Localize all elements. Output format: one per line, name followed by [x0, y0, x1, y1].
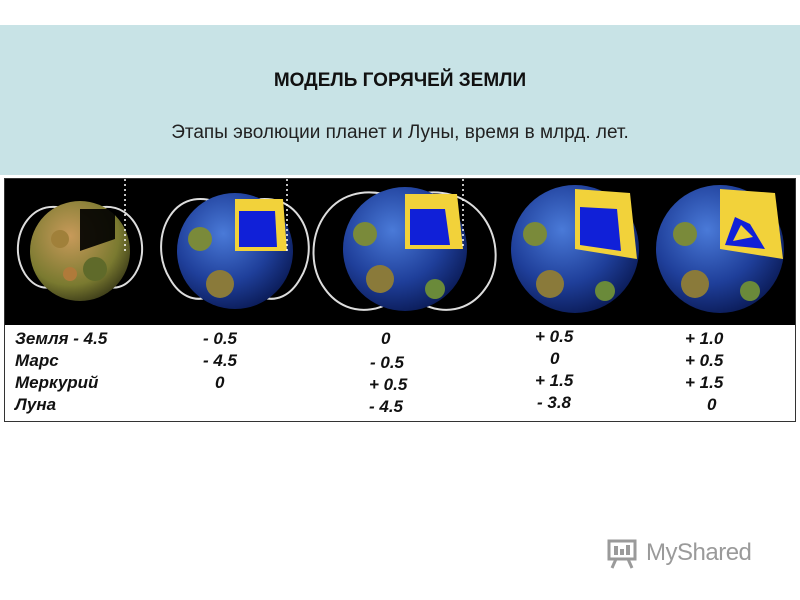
slide-title: МОДЕЛЬ ГОРЯЧЕЙ ЗЕМЛИ: [273, 70, 527, 91]
cell-mercury-stage3: + 0.5: [369, 375, 408, 394]
cell-mercury-stage4: + 1.5: [535, 371, 574, 390]
cell-moon-stage3: - 4.5: [369, 397, 404, 416]
cell-mars-stage5: + 0.5: [685, 351, 724, 370]
evolution-figure: Земля - 4.5 - 0.5 0 + 0.5 + 1.0 Марс - 4…: [4, 178, 796, 422]
stage-1-planet: [16, 179, 144, 301]
cell-earth-stage4: + 0.5: [535, 327, 574, 346]
presentation-board-icon: [607, 539, 637, 569]
row-label-moon: Луна: [15, 395, 57, 414]
header-banner: [0, 25, 800, 175]
cell-earth-stage5: + 1.0: [685, 329, 724, 348]
cell-mercury-stage5: + 1.5: [685, 373, 724, 392]
cell-moon-stage5: 0: [707, 395, 717, 414]
age-table: Земля - 4.5 - 0.5 0 + 0.5 + 1.0 Марс - 4…: [5, 327, 795, 421]
slide-subtitle: Этапы эволюции планет и Луны, время в мл…: [171, 122, 629, 143]
planet-stages-illustration: [16, 179, 784, 313]
cell-mars-stage3: - 0.5: [370, 353, 405, 372]
row-label-earth: Земля - 4.5: [15, 329, 108, 348]
stage-5-planet: [656, 185, 784, 313]
myshared-watermark: MyShared: [606, 535, 752, 571]
cell-earth-stage3: 0: [381, 329, 391, 348]
planet-stages-panel: [5, 179, 795, 325]
cell-earth-stage2: - 0.5: [203, 329, 238, 348]
stage-2-planet: [160, 179, 310, 309]
cell-moon-stage4: - 3.8: [537, 393, 572, 412]
cell-mars-stage2: - 4.5: [203, 351, 238, 370]
cell-mars-stage4: 0: [550, 349, 560, 368]
stage-4-planet: [511, 185, 639, 313]
row-label-mars: Марс: [15, 351, 59, 370]
row-label-mercury: Меркурий: [15, 373, 99, 392]
stage-3-planet: [312, 179, 497, 311]
watermark-text: MyShared: [646, 539, 752, 566]
cell-mercury-stage2: 0: [215, 373, 225, 392]
